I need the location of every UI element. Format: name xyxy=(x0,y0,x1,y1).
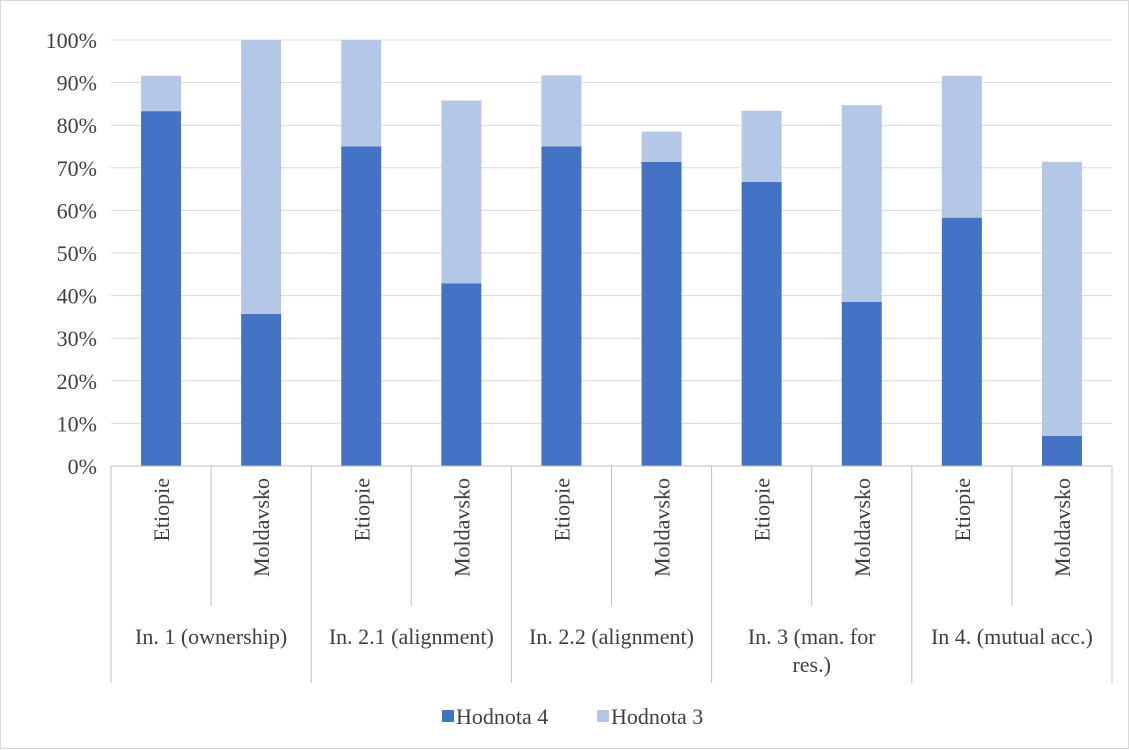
axes xyxy=(110,465,1113,683)
y-tick-label: 20% xyxy=(57,369,97,394)
bar-hodnota-4 xyxy=(741,181,782,466)
y-tick-label: 0% xyxy=(68,454,97,479)
category-label: Etiopie xyxy=(349,478,374,542)
bar-hodnota-4 xyxy=(341,146,382,466)
y-tick-label: 100% xyxy=(46,28,97,53)
group-labels: In. 1 (ownership) In. 2.1 (alignment) In. … xyxy=(135,624,1093,677)
legend-swatch-hodnota-4 xyxy=(442,710,454,722)
group-label: In. 3 (man. for xyxy=(748,624,876,649)
y-tick-label: 30% xyxy=(57,326,97,351)
bars xyxy=(141,40,1082,466)
category-label: Moldavsko xyxy=(650,478,675,577)
legend-label: Hodnota 4 xyxy=(456,704,548,729)
bar-hodnota-4 xyxy=(841,301,882,466)
category-label: Moldavsko xyxy=(850,478,875,577)
group-label: In. 1 (ownership) xyxy=(135,624,287,649)
bar-hodnota-4 xyxy=(941,217,982,466)
bar-hodnota-3 xyxy=(941,75,982,218)
y-tick-label: 80% xyxy=(57,113,97,138)
bar-hodnota-4 xyxy=(541,146,582,466)
bar-hodnota-4 xyxy=(641,161,682,466)
category-label: Moldavsko xyxy=(249,478,274,577)
bar-hodnota-3 xyxy=(641,131,682,162)
bar-hodnota-3 xyxy=(441,100,482,284)
category-label: Etiopie xyxy=(950,478,975,542)
bar-hodnota-4 xyxy=(241,313,282,466)
category-label: Etiopie xyxy=(750,478,775,542)
bar-hodnota-3 xyxy=(141,75,182,112)
group-label: In. 2.2 (alignment) xyxy=(529,624,694,649)
legend: Hodnota 4 Hodnota 3 xyxy=(442,704,703,729)
category-label: Etiopie xyxy=(149,478,174,542)
bar-hodnota-3 xyxy=(541,75,582,147)
category-label: Moldavsko xyxy=(1050,478,1075,577)
bar-hodnota-4 xyxy=(441,283,482,466)
category-label: Etiopie xyxy=(549,478,574,542)
bar-hodnota-3 xyxy=(1041,161,1082,436)
bar-hodnota-3 xyxy=(741,110,782,182)
category-label: Moldavsko xyxy=(449,478,474,577)
y-tick-label: 40% xyxy=(57,284,97,309)
y-tick-label: 60% xyxy=(57,198,97,223)
y-tick-label: 70% xyxy=(57,156,97,181)
legend-label: Hodnota 3 xyxy=(611,704,703,729)
category-labels: Etiopie Moldavsko Etiopie Moldavsko Etiopie M… xyxy=(149,478,1075,577)
y-tick-labels: 0% 10% 20% 30% 40% 50% 60% 70% 80% 90% 100% xyxy=(46,28,97,479)
group-label: In. 2.1 (alignment) xyxy=(329,624,494,649)
y-tick-label: 10% xyxy=(57,411,97,436)
bar-hodnota-3 xyxy=(241,40,282,314)
y-tick-label: 50% xyxy=(57,241,97,266)
y-tick-label: 90% xyxy=(57,71,97,96)
bar-hodnota-3 xyxy=(841,105,882,302)
group-label: In 4. (mutual acc.) xyxy=(931,624,1093,649)
legend-swatch-hodnota-3 xyxy=(597,710,609,722)
bar-hodnota-4 xyxy=(1041,435,1082,466)
group-label: res.) xyxy=(792,652,830,677)
bar-hodnota-4 xyxy=(141,111,182,466)
bar-hodnota-3 xyxy=(341,40,382,147)
